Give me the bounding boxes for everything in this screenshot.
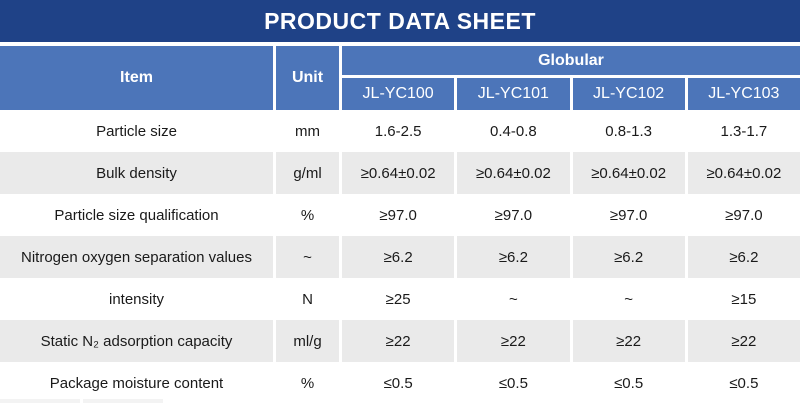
row-item-label: Bulk density	[0, 152, 273, 194]
row-unit-value: ~	[276, 236, 339, 278]
row-item-label: Particle size qualification	[0, 194, 273, 236]
title-bar: PRODUCT DATA SHEET	[0, 0, 800, 42]
row-item-label: Static N₂ adsorption capacity	[0, 320, 273, 362]
row-cell-value: ≥6.2	[342, 236, 455, 278]
table-row: Static N₂ adsorption capacity ml/g ≥22 ≥…	[0, 320, 800, 362]
row-unit-value: N	[276, 278, 339, 320]
row-cell-value: ≥22	[572, 320, 685, 362]
row-cell-value: ≥0.64±0.02	[572, 152, 685, 194]
row-unit-value: g/ml	[276, 152, 339, 194]
row-item-label: Nitrogen oxygen separation values	[0, 236, 273, 278]
model-header-row: JL-YC100 JL-YC101 JL-YC102 JL-YC103	[342, 78, 800, 110]
row-cell-value: ≥22	[457, 320, 570, 362]
row-cell-value: ≤0.5	[457, 362, 570, 403]
row-cell-value: ≥22	[342, 320, 455, 362]
row-cell-value: ~	[457, 278, 570, 320]
row-cell-value: ≥0.64±0.02	[342, 152, 455, 194]
title-divider	[0, 42, 800, 46]
row-cell-value: ≥97.0	[342, 194, 455, 236]
column-header-group-wrap: Globular JL-YC100 JL-YC101 JL-YC102 JL-Y…	[342, 46, 800, 110]
clipped-cell	[83, 399, 163, 403]
row-cell-value: ≥25	[342, 278, 455, 320]
column-header-globular: Globular	[342, 46, 800, 75]
table-row: Particle size qualification % ≥97.0 ≥97.…	[0, 194, 800, 236]
row-unit-value: %	[276, 362, 339, 403]
row-unit-value: %	[276, 194, 339, 236]
column-header-model-jl-yc103: JL-YC103	[687, 78, 800, 110]
table-header: Item Unit Globular JL-YC100 JL-YC101 JL-…	[0, 46, 800, 110]
table-row: Nitrogen oxygen separation values ~ ≥6.2…	[0, 236, 800, 278]
row-cell-value: ≥6.2	[572, 236, 685, 278]
clipped-cell	[0, 399, 80, 403]
row-item-label: Package moisture content	[0, 362, 273, 403]
page-title: PRODUCT DATA SHEET	[264, 7, 536, 34]
clipped-next-row	[0, 399, 163, 403]
table-row: intensity N ≥25 ~ ~ ≥15	[0, 278, 800, 320]
row-cell-value: ≥97.0	[687, 194, 800, 236]
row-cell-value: 0.8-1.3	[572, 110, 685, 152]
row-cell-value: ≤0.5	[342, 362, 455, 403]
row-cell-value: ~	[572, 278, 685, 320]
table-row: Bulk density g/ml ≥0.64±0.02 ≥0.64±0.02 …	[0, 152, 800, 194]
row-item-label: intensity	[0, 278, 273, 320]
column-header-unit: Unit	[276, 46, 339, 110]
row-cell-value: 1.6-2.5	[342, 110, 455, 152]
column-header-model-jl-yc100: JL-YC100	[342, 78, 455, 110]
row-cell-value: 1.3-1.7	[687, 110, 800, 152]
row-cell-value: 0.4-0.8	[457, 110, 570, 152]
column-header-model-jl-yc102: JL-YC102	[572, 78, 685, 110]
row-cell-value: ≤0.5	[687, 362, 800, 403]
table-row: Particle size mm 1.6-2.5 0.4-0.8 0.8-1.3…	[0, 110, 800, 152]
row-cell-value: ≥0.64±0.02	[457, 152, 570, 194]
row-cell-value: ≥97.0	[572, 194, 685, 236]
row-cell-value: ≥15	[687, 278, 800, 320]
row-unit-value: ml/g	[276, 320, 339, 362]
row-cell-value: ≤0.5	[572, 362, 685, 403]
column-header-model-jl-yc101: JL-YC101	[457, 78, 570, 110]
row-cell-value: ≥97.0	[457, 194, 570, 236]
row-unit-value: mm	[276, 110, 339, 152]
row-cell-value: ≥6.2	[687, 236, 800, 278]
row-item-label: Particle size	[0, 110, 273, 152]
table-row: Package moisture content % ≤0.5 ≤0.5 ≤0.…	[0, 362, 800, 403]
column-header-item: Item	[0, 46, 273, 110]
row-cell-value: ≥6.2	[457, 236, 570, 278]
row-cell-value: ≥22	[687, 320, 800, 362]
row-cell-value: ≥0.64±0.02	[687, 152, 800, 194]
